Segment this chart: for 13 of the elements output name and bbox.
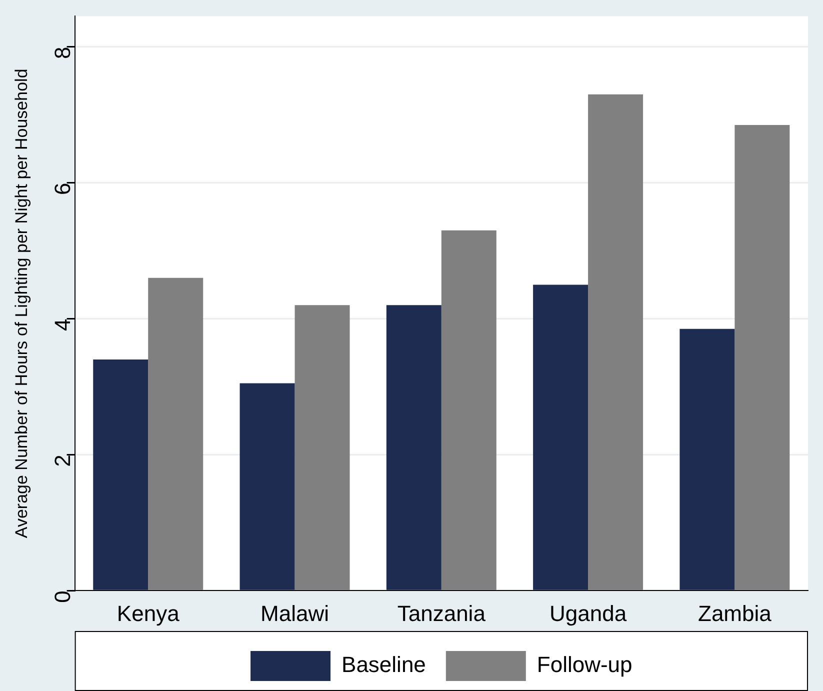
y-tick-label: 2 [50, 454, 75, 467]
y-tick-label: 6 [50, 182, 75, 195]
x-tick-label: Kenya [116, 600, 180, 626]
legend-label: Follow-up [536, 652, 632, 678]
x-tick-label: Zambia [698, 600, 772, 626]
y-tick-label: 4 [50, 318, 75, 331]
x-tick-label: Malawi [260, 600, 329, 626]
x-tick-label: Uganda [550, 600, 628, 626]
y-axis-title: Average Number of Hours of Lighting per Night per Household [12, 68, 31, 538]
legend-label: Baseline [342, 652, 426, 678]
x-tick-label: Tanzania [397, 600, 486, 626]
y-tick-label: 8 [50, 46, 75, 60]
y-tick-label: 0 [50, 590, 75, 603]
